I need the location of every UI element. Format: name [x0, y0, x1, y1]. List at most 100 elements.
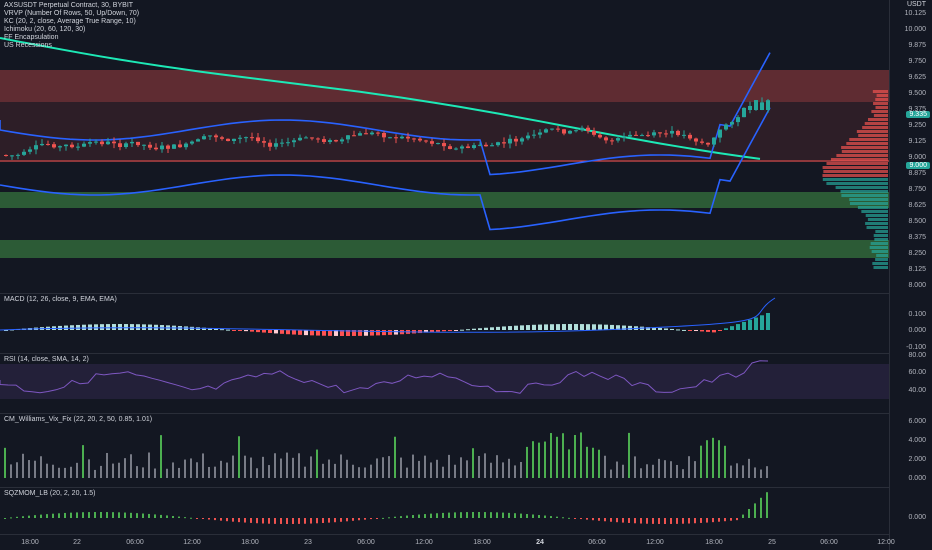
- volume-profile-bar: [867, 118, 888, 121]
- macd-bar: [322, 330, 326, 336]
- sqz-bar: [214, 518, 216, 521]
- sqz-bar: [112, 512, 114, 518]
- candle-body: [700, 141, 704, 143]
- pane-divider[interactable]: [0, 413, 890, 414]
- sqz-label[interactable]: SQZMOM_LB (20, 2, 20, 1.5): [4, 490, 96, 497]
- sqz-bar: [634, 518, 636, 524]
- sqz-bar: [58, 513, 60, 518]
- vix-bar: [214, 466, 216, 478]
- sqz-bar: [670, 518, 672, 524]
- sqz-bar: [352, 518, 354, 521]
- keltner-upper: [0, 52, 771, 176]
- volume-profile-bar: [849, 198, 888, 201]
- support-zone: [0, 240, 890, 258]
- pane-divider[interactable]: [0, 487, 890, 488]
- vix-label[interactable]: CM_Williams_Vix_Fix (22, 20, 2, 50, 0.85…: [4, 416, 153, 423]
- candle-body: [610, 140, 614, 142]
- volume-profile-bar: [849, 138, 888, 141]
- chart-canvas[interactable]: [0, 0, 890, 550]
- sqz-bar: [568, 517, 570, 519]
- pane-divider[interactable]: [0, 353, 890, 354]
- vix-bar: [382, 457, 384, 478]
- sqz-bar: [688, 518, 690, 524]
- macd-bar: [532, 324, 536, 330]
- volume-profile-bar: [867, 218, 888, 221]
- sqz-bar: [430, 513, 432, 518]
- candle-body: [382, 132, 386, 138]
- y-tick: 8.750: [908, 186, 926, 193]
- candle-body: [34, 145, 38, 150]
- sqz-bar: [64, 512, 66, 518]
- sqz-bar: [418, 514, 420, 518]
- macd-bar: [580, 324, 584, 330]
- indicator-ichimoku-label[interactable]: Ichimoku (20, 60, 120, 30): [4, 26, 86, 33]
- macd-bar: [250, 330, 254, 332]
- candle-body: [10, 155, 14, 157]
- y-tick: 9.875: [908, 42, 926, 49]
- candle-body: [244, 137, 248, 139]
- sqz-bar: [508, 512, 510, 518]
- sqz-bar: [562, 517, 564, 519]
- sqz-bar: [604, 518, 606, 522]
- sqz-bar: [202, 518, 204, 519]
- y-tick: 8.875: [908, 170, 926, 177]
- macd-label[interactable]: MACD (12, 26, close, 9, EMA, EMA): [4, 296, 117, 303]
- candle-body: [538, 132, 542, 135]
- vix-bar: [664, 460, 666, 478]
- sqz-bar: [652, 518, 654, 524]
- volume-profile-bar: [866, 226, 888, 229]
- volume-profile-bar: [864, 122, 888, 125]
- price-axis[interactable]: USDT 10.125 10.000 9.875 9.750 9.625 9.5…: [889, 0, 932, 550]
- candle-body: [730, 122, 734, 125]
- candle-body: [4, 155, 8, 156]
- vix-bar: [454, 464, 456, 478]
- macd-bar: [376, 330, 380, 336]
- candle-body: [712, 137, 716, 145]
- candle-body: [604, 137, 608, 141]
- indicator-vrvp-label[interactable]: VRVP (Number Of Rows, 50, Up/Down, 70): [4, 10, 140, 17]
- pane-divider[interactable]: [0, 293, 890, 294]
- indicator-ff-label[interactable]: FF Encapsulation: [4, 34, 59, 41]
- macd-bar: [586, 324, 590, 330]
- macd-bar: [340, 330, 344, 336]
- candle-body: [352, 135, 356, 137]
- sqz-bar: [262, 518, 264, 524]
- sqz-bar: [406, 515, 408, 518]
- candle-body: [526, 135, 530, 139]
- candle-body: [448, 146, 452, 149]
- volume-profile-bar: [871, 110, 888, 113]
- vix-bar: [370, 464, 372, 478]
- vix-bar: [754, 467, 756, 478]
- sqz-bar: [514, 513, 516, 518]
- vix-bar: [598, 449, 600, 478]
- sqz-bar: [676, 518, 678, 524]
- vix-bar: [700, 445, 702, 478]
- indicator-kc-label[interactable]: KC (20, 2, close, Average True Range, 10…: [4, 18, 136, 25]
- symbol-title[interactable]: AXSUSDT Perpetual Contract, 30, BYBIT: [4, 2, 134, 9]
- macd-bar: [496, 326, 500, 330]
- vix-bar: [502, 462, 504, 478]
- vix-bar: [586, 446, 588, 478]
- sqz-bar: [394, 516, 396, 518]
- vix-bar: [358, 467, 360, 478]
- vix-bar: [238, 436, 240, 478]
- candle-body: [340, 139, 344, 142]
- indicator-recessions-label[interactable]: US Recessions: [4, 42, 52, 49]
- candle-body: [388, 137, 392, 139]
- macd-bar: [466, 329, 470, 331]
- sqz-bar: [88, 512, 90, 518]
- vix-bar: [568, 449, 570, 478]
- rsi-label[interactable]: RSI (14, close, SMA, 14, 2): [4, 356, 89, 363]
- vix-bar: [364, 467, 366, 478]
- vix-bar: [208, 466, 210, 478]
- sqz-bar: [292, 518, 294, 524]
- candle-body: [466, 146, 470, 148]
- sqz-bar: [658, 518, 660, 524]
- candle-body: [238, 137, 242, 139]
- y-tick: 9.500: [908, 90, 926, 97]
- candle-body: [334, 140, 338, 142]
- vix-bar: [424, 455, 426, 478]
- vix-bar: [262, 456, 264, 478]
- volume-profile-bar: [841, 146, 888, 149]
- macd-bar: [760, 315, 764, 330]
